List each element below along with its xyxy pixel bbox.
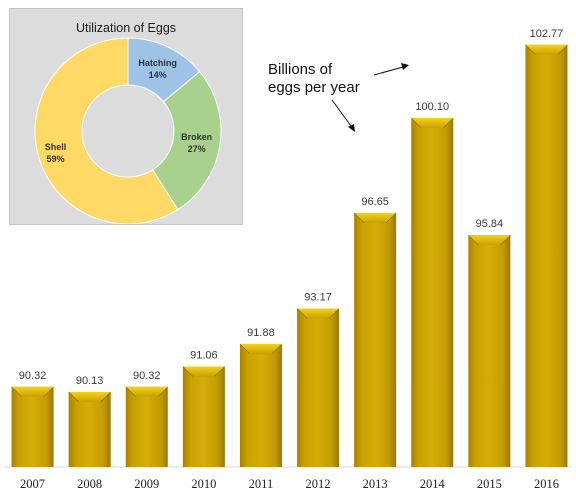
bar-bevel-2015 [468, 235, 511, 246]
x-tick-label-2008: 2008 [77, 477, 102, 491]
bar-2013 [353, 212, 397, 467]
bar-2008 [68, 391, 111, 467]
bar-2015 [468, 234, 511, 467]
bar-bevel-2014 [411, 118, 454, 129]
donut-chart: Hatching 14% Broken 27% Shell 59% [34, 37, 222, 224]
value-label-2008: 90.13 [76, 375, 104, 387]
pie-percent-hatching: 14% [149, 70, 167, 80]
bar-2009 [125, 386, 168, 467]
annotation-arrow-to-2013 [331, 99, 352, 127]
annotation-arrow-to-2014 [373, 66, 404, 76]
bar-body-2015 [468, 235, 511, 467]
x-tick-label-2016: 2016 [534, 477, 559, 491]
pie-slice-broken [151, 71, 222, 211]
bar-bevel-2008 [68, 392, 111, 403]
value-label-2013: 96.65 [361, 196, 389, 208]
bar-bevel-edge-right-2016 [557, 44, 568, 56]
bar-body-2014 [411, 118, 454, 468]
x-tick-label-2009: 2009 [134, 477, 159, 491]
bar-2007 [11, 386, 54, 467]
bar-body-2010 [182, 366, 225, 467]
annotation-line-2: eggs per year [268, 79, 360, 96]
bar-body-2007 [11, 386, 54, 467]
pie-label-broken: Broken [181, 132, 212, 142]
annotation-line-1: Billions of [268, 61, 333, 78]
bar-bevel-edge-left-2011 [239, 343, 251, 355]
bar-bevel-edge-right-2007 [43, 386, 54, 398]
value-label-2011: 91.88 [247, 327, 275, 339]
pie-slice-shell [34, 37, 179, 224]
bar-bevel-edge-left-2009 [125, 386, 136, 398]
x-tick-label-2015: 2015 [477, 477, 502, 491]
value-label-2014: 100.10 [415, 101, 449, 113]
bar-2011 [239, 343, 283, 467]
pie-title: Utilization of Eggs [75, 21, 177, 35]
bar-bevel-edge-right-2010 [214, 366, 226, 377]
value-label-2012: 93.17 [304, 292, 332, 304]
annotation: Billions of eggs per year [268, 61, 409, 132]
pie-percent-shell: 59% [46, 154, 64, 164]
bar-bevel-edge-left-2008 [68, 391, 79, 403]
x-tick-label-2012: 2012 [306, 477, 331, 491]
bar-body-2016 [525, 44, 568, 468]
pie-label-hatching: Hatching [138, 58, 177, 68]
x-tick-label-2007: 2007 [20, 477, 45, 491]
bar-body-2013 [354, 212, 397, 467]
bar-bevel-edge-left-2012 [296, 308, 308, 319]
inset-pie-chart: Utilization of Eggs Hatching 14% Broken 27%… [9, 8, 243, 225]
arrowhead-2013 [348, 124, 355, 132]
x-tick-label-2014: 2014 [420, 477, 446, 491]
bar-bevel-edge-right-2015 [500, 234, 511, 246]
pie-label-shell: Shell [45, 142, 67, 152]
x-tick-label-2011: 2011 [249, 477, 274, 491]
bar-bevel-2012 [297, 308, 340, 319]
bar-bevel-edge-right-2013 [385, 212, 397, 224]
bar-body-2012 [297, 308, 340, 467]
bar-bevel-edge-right-2011 [271, 343, 283, 355]
bar-2012 [296, 308, 340, 467]
bar-bevel-2009 [125, 386, 168, 397]
bar-bevel-edge-left-2014 [411, 117, 422, 129]
arrowhead-2014 [401, 63, 409, 70]
bar-bevel-edge-left-2016 [525, 44, 536, 56]
bar-bevel-2010 [182, 366, 225, 377]
bar-bevel-2013 [354, 212, 397, 223]
value-label-2007: 90.32 [19, 370, 47, 382]
bar-bevel-edge-right-2009 [157, 386, 168, 398]
bar-bevel-edge-right-2012 [328, 308, 340, 319]
bar-body-2009 [125, 386, 168, 467]
bar-2014 [411, 117, 454, 468]
bar-2016 [525, 44, 568, 468]
bar-bevel-edge-right-2008 [100, 391, 111, 403]
bar-bevel-edge-left-2015 [468, 234, 479, 246]
bar-body-2011 [239, 343, 282, 467]
pie-percent-broken: 27% [188, 144, 206, 154]
bar-bevel-2007 [11, 386, 54, 397]
bar-bevel-edge-left-2007 [11, 386, 22, 398]
bar-bevel-2011 [239, 343, 282, 354]
value-label-2016: 102.77 [530, 28, 564, 40]
bar-bevel-edge-right-2014 [443, 117, 454, 129]
value-label-2009: 90.32 [133, 370, 161, 382]
value-label-2010: 91.06 [190, 349, 218, 361]
bar-bevel-edge-left-2010 [182, 366, 194, 377]
value-label-2015: 95.84 [476, 218, 504, 230]
bar-body-2008 [68, 392, 111, 467]
bar-bevel-edge-left-2013 [353, 212, 365, 224]
x-tick-label-2013: 2013 [363, 477, 388, 491]
bar-2010 [182, 366, 226, 467]
x-tick-label-2010: 2010 [191, 477, 216, 491]
bar-bevel-2016 [525, 44, 568, 55]
